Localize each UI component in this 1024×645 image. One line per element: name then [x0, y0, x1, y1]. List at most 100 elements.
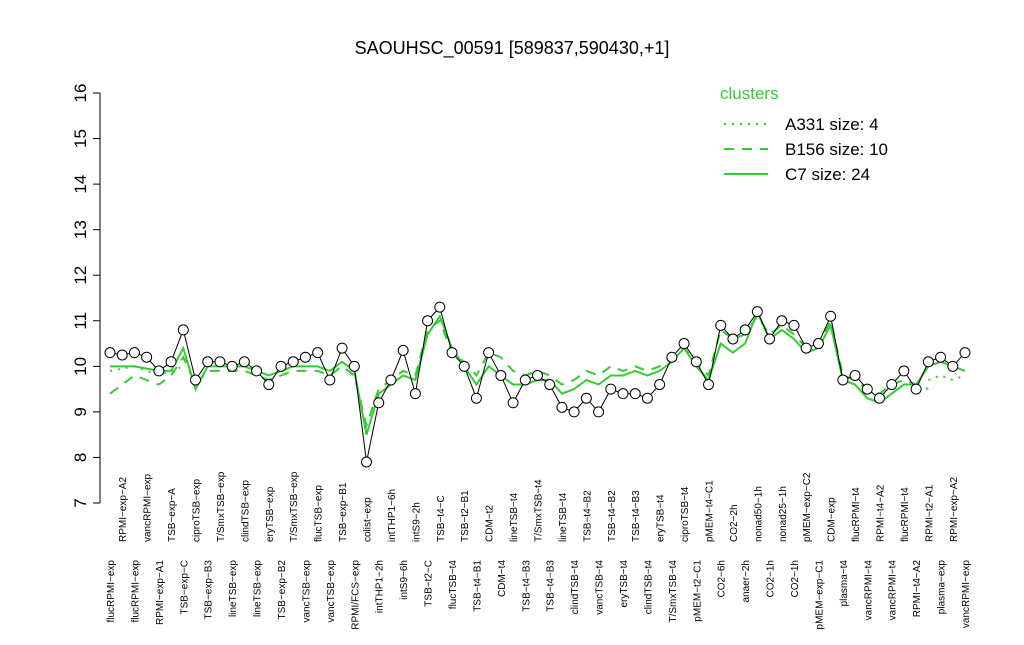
x-tick-label: clindTSB−t4	[570, 560, 581, 615]
x-tick-label: TSB−t4−B3	[521, 560, 532, 612]
x-tick-label: TSB−t4−B2	[607, 490, 618, 542]
x-tick-label: flucTSB−t4	[448, 560, 459, 610]
point	[715, 319, 727, 331]
x-tick-label: TSB−exp−C	[179, 560, 190, 614]
legend-title: clusters	[720, 84, 779, 103]
point	[104, 347, 116, 359]
point	[947, 360, 959, 372]
x-tick-label: TSB−t4−B2	[582, 490, 593, 542]
point	[580, 392, 592, 404]
point	[825, 310, 837, 322]
x-tick-label: TSB−t2−C	[424, 560, 435, 607]
point	[556, 401, 568, 413]
x-tick-label: T/SmxTSB−t4	[534, 479, 545, 542]
point	[409, 388, 421, 400]
x-tick-label: TSB−t2−B1	[460, 490, 471, 542]
point	[202, 356, 214, 368]
x-tick-label: eryTSB−t4	[619, 560, 630, 608]
x-tick-label: ciproTSB−exp	[192, 478, 203, 542]
x-tick-label: flucRPMI−t4	[851, 487, 862, 542]
x-tick-label: vancTSB−exp	[326, 560, 337, 623]
point	[898, 365, 910, 377]
x-tick-label: CO2−1h	[766, 560, 777, 598]
point	[153, 365, 165, 377]
point	[861, 383, 873, 395]
x-tick-label: TSB−t4−B3	[546, 560, 557, 612]
point	[287, 356, 299, 368]
y-tick-label: 10	[71, 357, 90, 376]
legend-label: B156 size: 10	[785, 140, 888, 159]
point	[959, 347, 971, 359]
y-tick-label: 8	[71, 453, 90, 462]
point	[141, 351, 153, 363]
point	[910, 383, 922, 395]
x-tick-label: TSB−t4−B3	[631, 490, 642, 542]
point	[678, 338, 690, 350]
x-tick-label: T/SmxTSB−t4	[668, 560, 679, 623]
x-tick-label: TSB−exp−B3	[204, 560, 215, 620]
point	[483, 347, 495, 359]
point	[886, 379, 898, 391]
point	[336, 342, 348, 354]
point	[190, 374, 201, 386]
point	[519, 374, 531, 386]
x-tick-label: lineTSB−t4	[509, 492, 520, 542]
y-tick-label: 7	[71, 498, 90, 507]
x-tick-label: colist−exp	[363, 497, 374, 542]
point	[446, 347, 458, 359]
point	[324, 374, 336, 386]
x-tick-label: plasma−t4	[839, 560, 850, 607]
gene-line	[109, 306, 966, 463]
point	[593, 406, 605, 418]
chart-title: SAOUHSC_00591 [589837,590430,+1]	[355, 38, 670, 59]
point	[226, 360, 238, 372]
point	[849, 369, 861, 381]
x-tick-label: nonad25−1h	[778, 486, 789, 542]
point	[605, 383, 617, 395]
x-tick-label: vancRPMI−exp	[143, 473, 154, 542]
x-tick-label: flucRPMI−t4	[900, 487, 911, 542]
legend-label: A331 size: 4	[785, 115, 879, 134]
point	[238, 356, 250, 368]
point	[617, 388, 629, 400]
point	[776, 315, 788, 327]
x-tick-label: flucTSB−exp	[314, 485, 325, 542]
x-tick-label: RPMI−exp−A2	[949, 477, 960, 542]
x-tick-label: RPMI/FCS−exp	[350, 560, 361, 630]
x-tick-label: clindTSB−t4	[643, 560, 654, 615]
x-tick-label: CDM−exp	[827, 497, 838, 542]
x-tick-label: vancTSB−t4	[595, 560, 606, 615]
point	[788, 319, 800, 331]
point	[275, 360, 287, 372]
point	[495, 369, 507, 381]
x-tick-label: vancRPMI−exp	[961, 560, 972, 629]
x-tick-label: RPMI−t4−A2	[876, 484, 887, 542]
x-tick-label: vancRPMI−t4	[863, 560, 874, 621]
point	[177, 324, 189, 336]
x-tick-label: clindTSB−exp	[240, 480, 251, 542]
x-tick-label: TSB−exp−B1	[338, 482, 349, 542]
x-tick-label: intS9−6h	[399, 560, 410, 600]
x-tick-label: lineTSB−t4	[558, 492, 569, 542]
point	[727, 333, 739, 345]
y-tick-label: 15	[71, 129, 90, 148]
x-tick-label: pMEM−t4−C1	[705, 480, 716, 542]
point	[641, 392, 653, 404]
x-tick-label: RPMI−exp−A2	[118, 477, 129, 542]
x-tick-label: intTHP1−2h	[375, 560, 386, 613]
point	[544, 379, 556, 391]
point	[690, 356, 702, 368]
x-tick-label: T/SmxTSB−exp	[289, 471, 300, 542]
y-tick-label: 11	[71, 312, 90, 330]
point	[703, 379, 714, 391]
point	[422, 315, 434, 327]
y-tick-label: 16	[71, 84, 90, 103]
point	[812, 338, 824, 350]
point	[837, 374, 849, 386]
x-tick-label: ciproTSB−t4	[680, 486, 691, 542]
x-tick-label: TSB−t4−C	[436, 495, 447, 542]
point	[263, 379, 275, 391]
point	[874, 392, 885, 404]
x-tick-label: pMEM−exp−C1	[814, 560, 825, 630]
point	[251, 365, 263, 377]
